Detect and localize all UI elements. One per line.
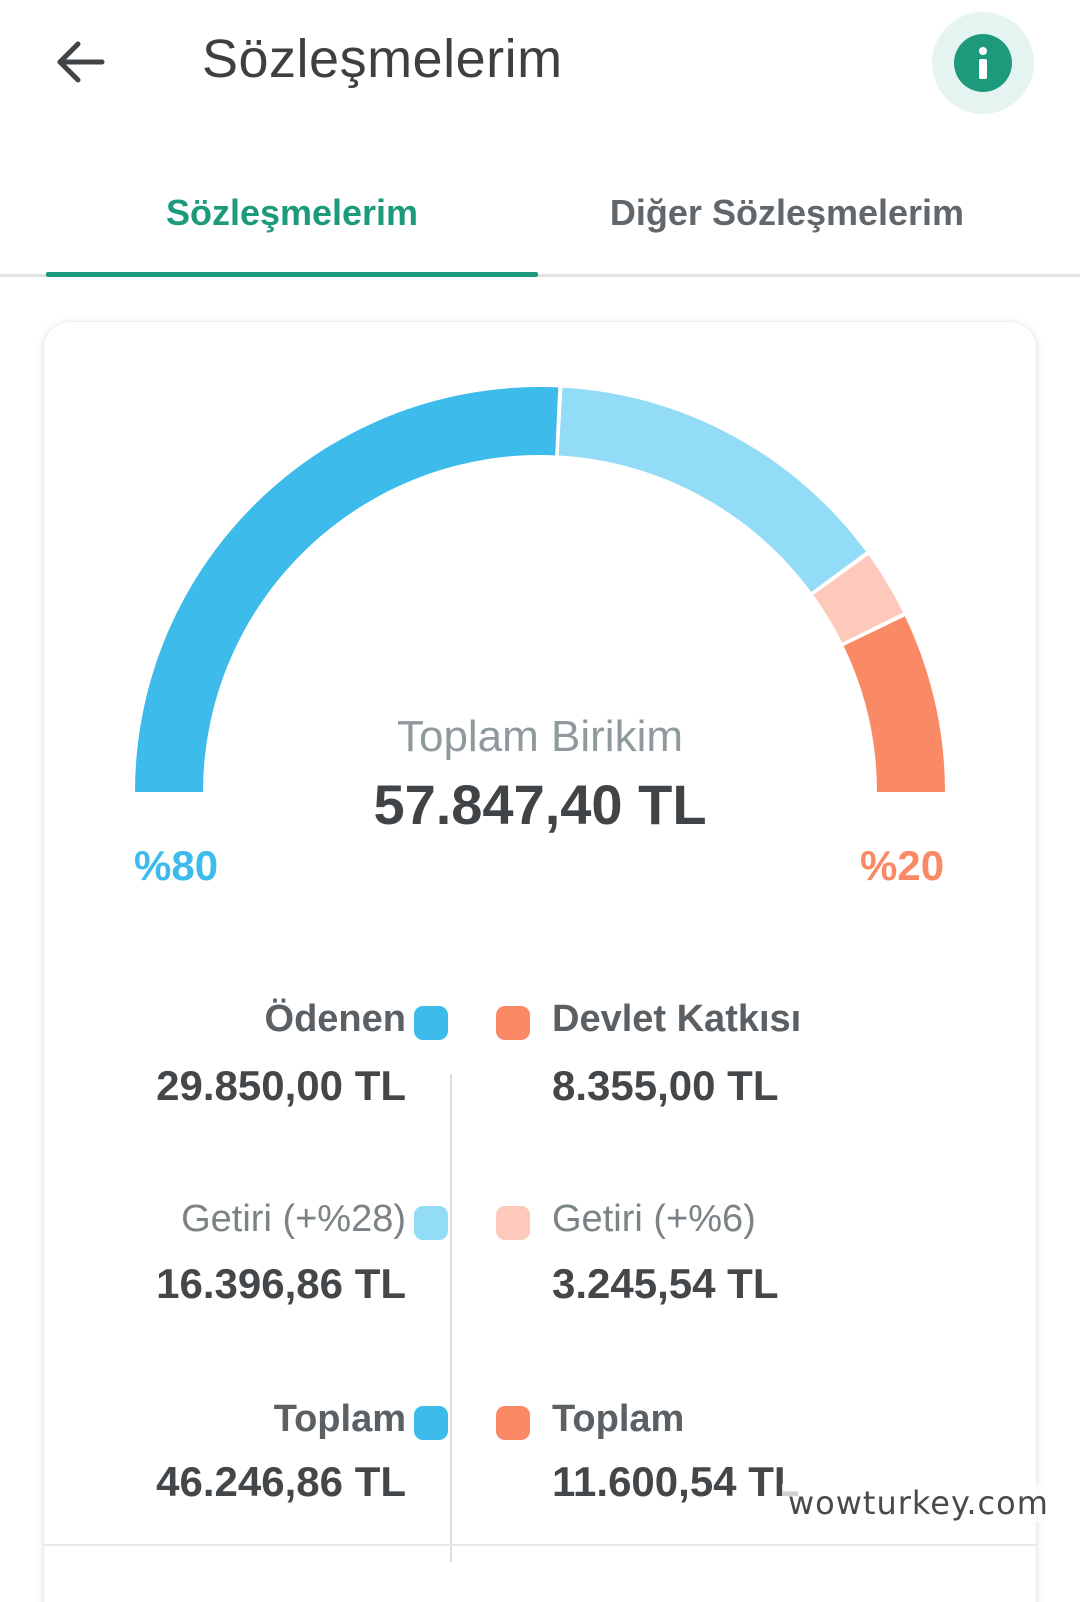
paid-return-legend-dot [414, 1206, 448, 1240]
card-footer-divider [44, 1544, 1036, 1546]
paid-total-value: 46.246,86 TL [156, 1458, 406, 1505]
gauge-segment-contribution [843, 616, 945, 792]
contribution-return-value: 3.245,54 TL [552, 1260, 779, 1307]
top-app-bar: Sözleşmelerim [0, 0, 1080, 130]
paid-legend-dot [414, 1006, 448, 1040]
contribution-total-value: 11.600,54 TL [552, 1458, 800, 1505]
arrow-left-icon [57, 41, 105, 83]
paid-total-label: Toplam [273, 1398, 406, 1440]
contribution-label: Devlet Katkısı [552, 998, 802, 1040]
contribution-legend-dot [496, 1006, 530, 1040]
paid-percent-label: %80 [134, 842, 219, 889]
watermark-text: wowturkey.com [782, 1484, 1055, 1522]
tab-bar: Sözleşmelerim Diğer Sözleşmelerim [0, 150, 1080, 278]
gauge-segment-paid-return [558, 387, 866, 593]
gauge-segment-paid [135, 386, 559, 792]
contribution-total-legend-dot [496, 1406, 530, 1440]
breakdown-divider [450, 1074, 452, 1562]
contribution-value: 8.355,00 TL [552, 1062, 779, 1109]
paid-value: 29.850,00 TL [156, 1062, 406, 1109]
back-button[interactable] [40, 22, 120, 102]
paid-label: Ödenen [264, 998, 406, 1040]
tab-diger-sozlesmelerim[interactable]: Diğer Sözleşmelerim [609, 191, 965, 233]
tab-sozlesmelerim[interactable]: Sözleşmelerim [165, 191, 419, 233]
contribution-return-label: Getiri (+%6) [552, 1198, 756, 1240]
active-tab-indicator [46, 272, 538, 277]
paid-return-value: 16.396,86 TL [156, 1260, 406, 1307]
page-title: Sözleşmelerim [202, 29, 563, 89]
paid-return-label: Getiri (+%28) [181, 1198, 406, 1240]
info-button[interactable] [932, 12, 1034, 114]
total-savings-label: Toplam Birikim [396, 712, 684, 761]
contribution-return-legend-dot [496, 1206, 530, 1240]
savings-gauge-chart [135, 386, 945, 792]
total-savings-value: 57.847,40 TL [373, 773, 707, 836]
gauge-segment-contribution-return [813, 555, 904, 643]
tab-divider [0, 274, 1080, 277]
contribution-total-label: Toplam [552, 1398, 685, 1440]
contribution-percent-label: %20 [860, 842, 945, 889]
info-icon [954, 34, 1012, 92]
paid-total-legend-dot [414, 1406, 448, 1440]
savings-card: Toplam Birikim 57.847,40 TL %80 %20 Öden… [44, 322, 1036, 1602]
